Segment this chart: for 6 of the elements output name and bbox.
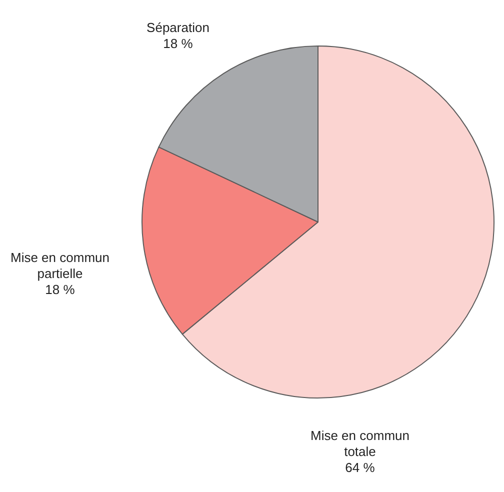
data-label: 18 % (45, 282, 76, 297)
slice-label: Séparation (146, 20, 210, 35)
slice-label: Mise en commun totale (310, 428, 410, 459)
slice-label: Mise en commun partielle (10, 250, 110, 281)
data-label: 18 % (163, 36, 194, 51)
data-label: 64 % (345, 460, 376, 475)
